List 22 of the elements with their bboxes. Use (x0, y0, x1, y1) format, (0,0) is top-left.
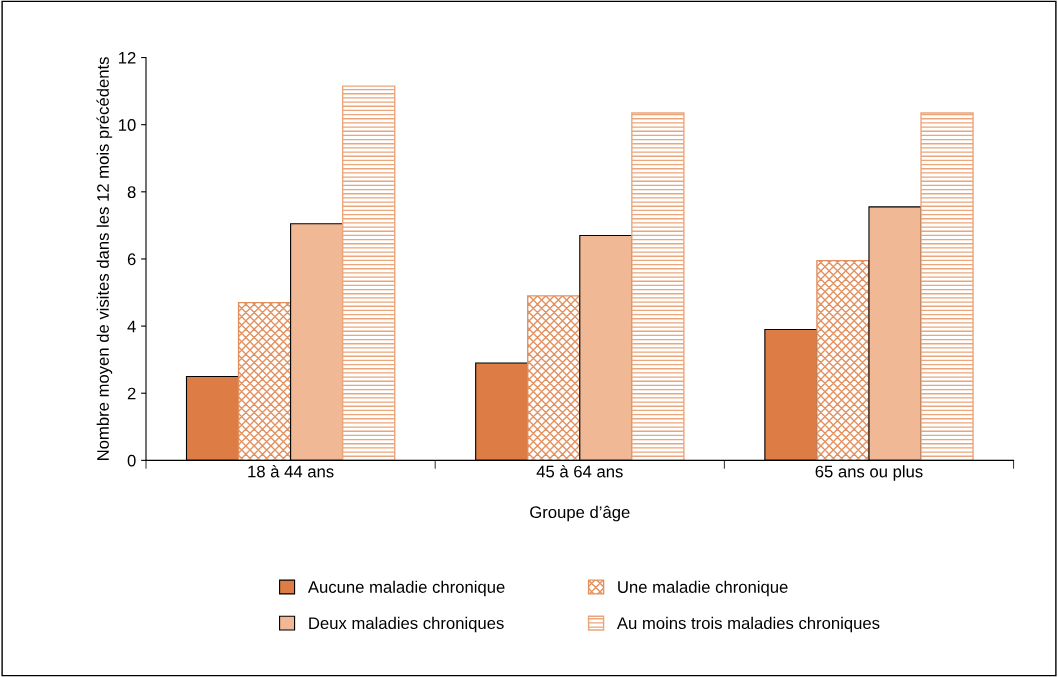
legend-label: Aucune maladie chronique (307, 580, 505, 597)
bar (527, 295, 581, 461)
y-tick-label: 2 (127, 387, 136, 400)
x-axis-title: Groupe d’âge (530, 505, 630, 522)
legend-label: Deux maladies chroniques (309, 616, 504, 633)
bar (816, 259, 870, 461)
y-tick-label: 8 (127, 186, 136, 199)
bar (237, 301, 292, 461)
x-tick-label: 18 à 44 ans (248, 465, 334, 478)
y-tick-label: 0 (127, 454, 136, 467)
bar (631, 112, 685, 461)
bar (920, 112, 974, 461)
y-tick-label: 4 (127, 320, 136, 333)
y-tick-label: 10 (119, 119, 136, 131)
x-tick-label: 45 à 64 ans (536, 465, 623, 478)
y-tick-label: 6 (127, 253, 136, 266)
bar (341, 85, 396, 461)
legend-label: Au moins trois maladies chroniques (616, 616, 880, 633)
y-tick-label: 12 (119, 51, 136, 64)
legend-label: Une maladie chronique (618, 580, 788, 597)
y-axis-title: Nombre moyen de visites dans les 12 mois précédents (96, 57, 113, 460)
x-tick-label: 65 ans ou plus (815, 465, 923, 481)
